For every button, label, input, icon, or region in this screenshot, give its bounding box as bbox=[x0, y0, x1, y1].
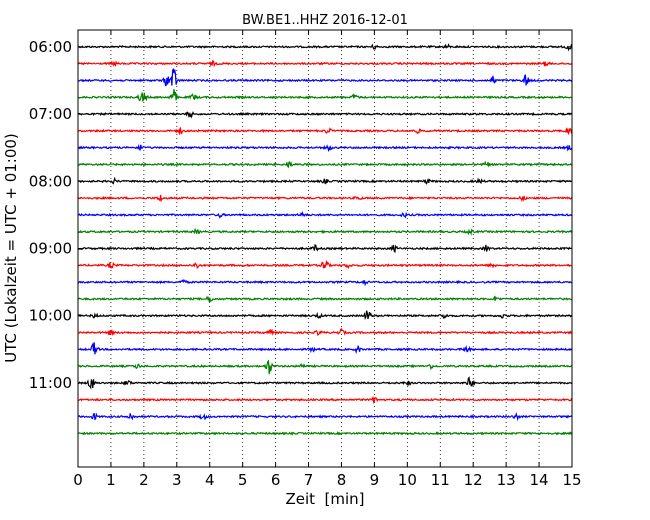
trace-1145 bbox=[77, 431, 573, 436]
trace-0630 bbox=[77, 68, 573, 87]
x-axis: 0 1 2 3 4 5 6 7 8 9 10 11 12 13 14 15 bbox=[73, 30, 582, 489]
x-tick-label: 15 bbox=[562, 471, 581, 489]
trace-0615 bbox=[78, 60, 573, 68]
y-tick-label: 10:00 bbox=[29, 307, 72, 325]
x-tick-label: 6 bbox=[271, 471, 281, 489]
trace-1115 bbox=[77, 396, 573, 405]
y-tick-label: 06:00 bbox=[29, 38, 72, 56]
trace-1045 bbox=[77, 359, 573, 375]
trace-0830 bbox=[77, 210, 573, 219]
x-tick-label: 11 bbox=[431, 471, 450, 489]
x-tick-label: 9 bbox=[370, 471, 380, 489]
x-tick-label: 10 bbox=[398, 471, 417, 489]
chart-title: BW.BE1..HHZ 2016-12-01 bbox=[242, 13, 408, 28]
y-tick-label: 11:00 bbox=[29, 374, 72, 392]
trace-0815 bbox=[77, 194, 573, 203]
x-tick-label: 1 bbox=[106, 471, 116, 489]
trace-1130 bbox=[77, 411, 573, 422]
x-tick-label: 5 bbox=[238, 471, 248, 489]
x-tick-label: 0 bbox=[73, 471, 83, 489]
trace-0600 bbox=[77, 43, 573, 52]
y-axis-label: UTC (Lokalzeit = UTC + 01:00) bbox=[2, 133, 20, 363]
x-tick-label: 7 bbox=[304, 471, 314, 489]
trace-1030 bbox=[77, 342, 573, 355]
x-tick-label: 2 bbox=[139, 471, 149, 489]
trace-0700 bbox=[77, 111, 573, 119]
trace-0900 bbox=[77, 243, 573, 254]
trace-0715 bbox=[77, 126, 573, 136]
trace-0915 bbox=[78, 259, 573, 269]
x-tick-label: 4 bbox=[205, 471, 215, 489]
x-tick-label: 12 bbox=[464, 471, 483, 489]
y-tick-label: 09:00 bbox=[29, 240, 72, 258]
trace-0800 bbox=[77, 176, 573, 185]
x-axis-label: Zeit [min] bbox=[285, 490, 364, 508]
trace-0945 bbox=[78, 295, 572, 303]
x-tick-label: 8 bbox=[337, 471, 347, 489]
trace-0645 bbox=[77, 89, 573, 102]
trace-0930 bbox=[77, 278, 573, 287]
vertical-grid bbox=[110, 30, 540, 467]
x-tick-label: 13 bbox=[497, 471, 516, 489]
trace-0745 bbox=[77, 160, 572, 169]
trace-0730 bbox=[77, 143, 573, 153]
y-tick-label: 08:00 bbox=[29, 172, 72, 190]
y-axis: 06:00 07:00 08:00 09:00 10:00 11:00 bbox=[29, 38, 572, 392]
y-tick-label: 07:00 bbox=[29, 105, 72, 123]
trace-1015 bbox=[77, 327, 573, 337]
trace-0845 bbox=[77, 227, 573, 236]
x-tick-label: 3 bbox=[172, 471, 182, 489]
traces bbox=[77, 43, 573, 436]
trace-1000 bbox=[77, 310, 573, 321]
x-tick-label: 14 bbox=[530, 471, 549, 489]
trace-1100 bbox=[77, 376, 573, 390]
